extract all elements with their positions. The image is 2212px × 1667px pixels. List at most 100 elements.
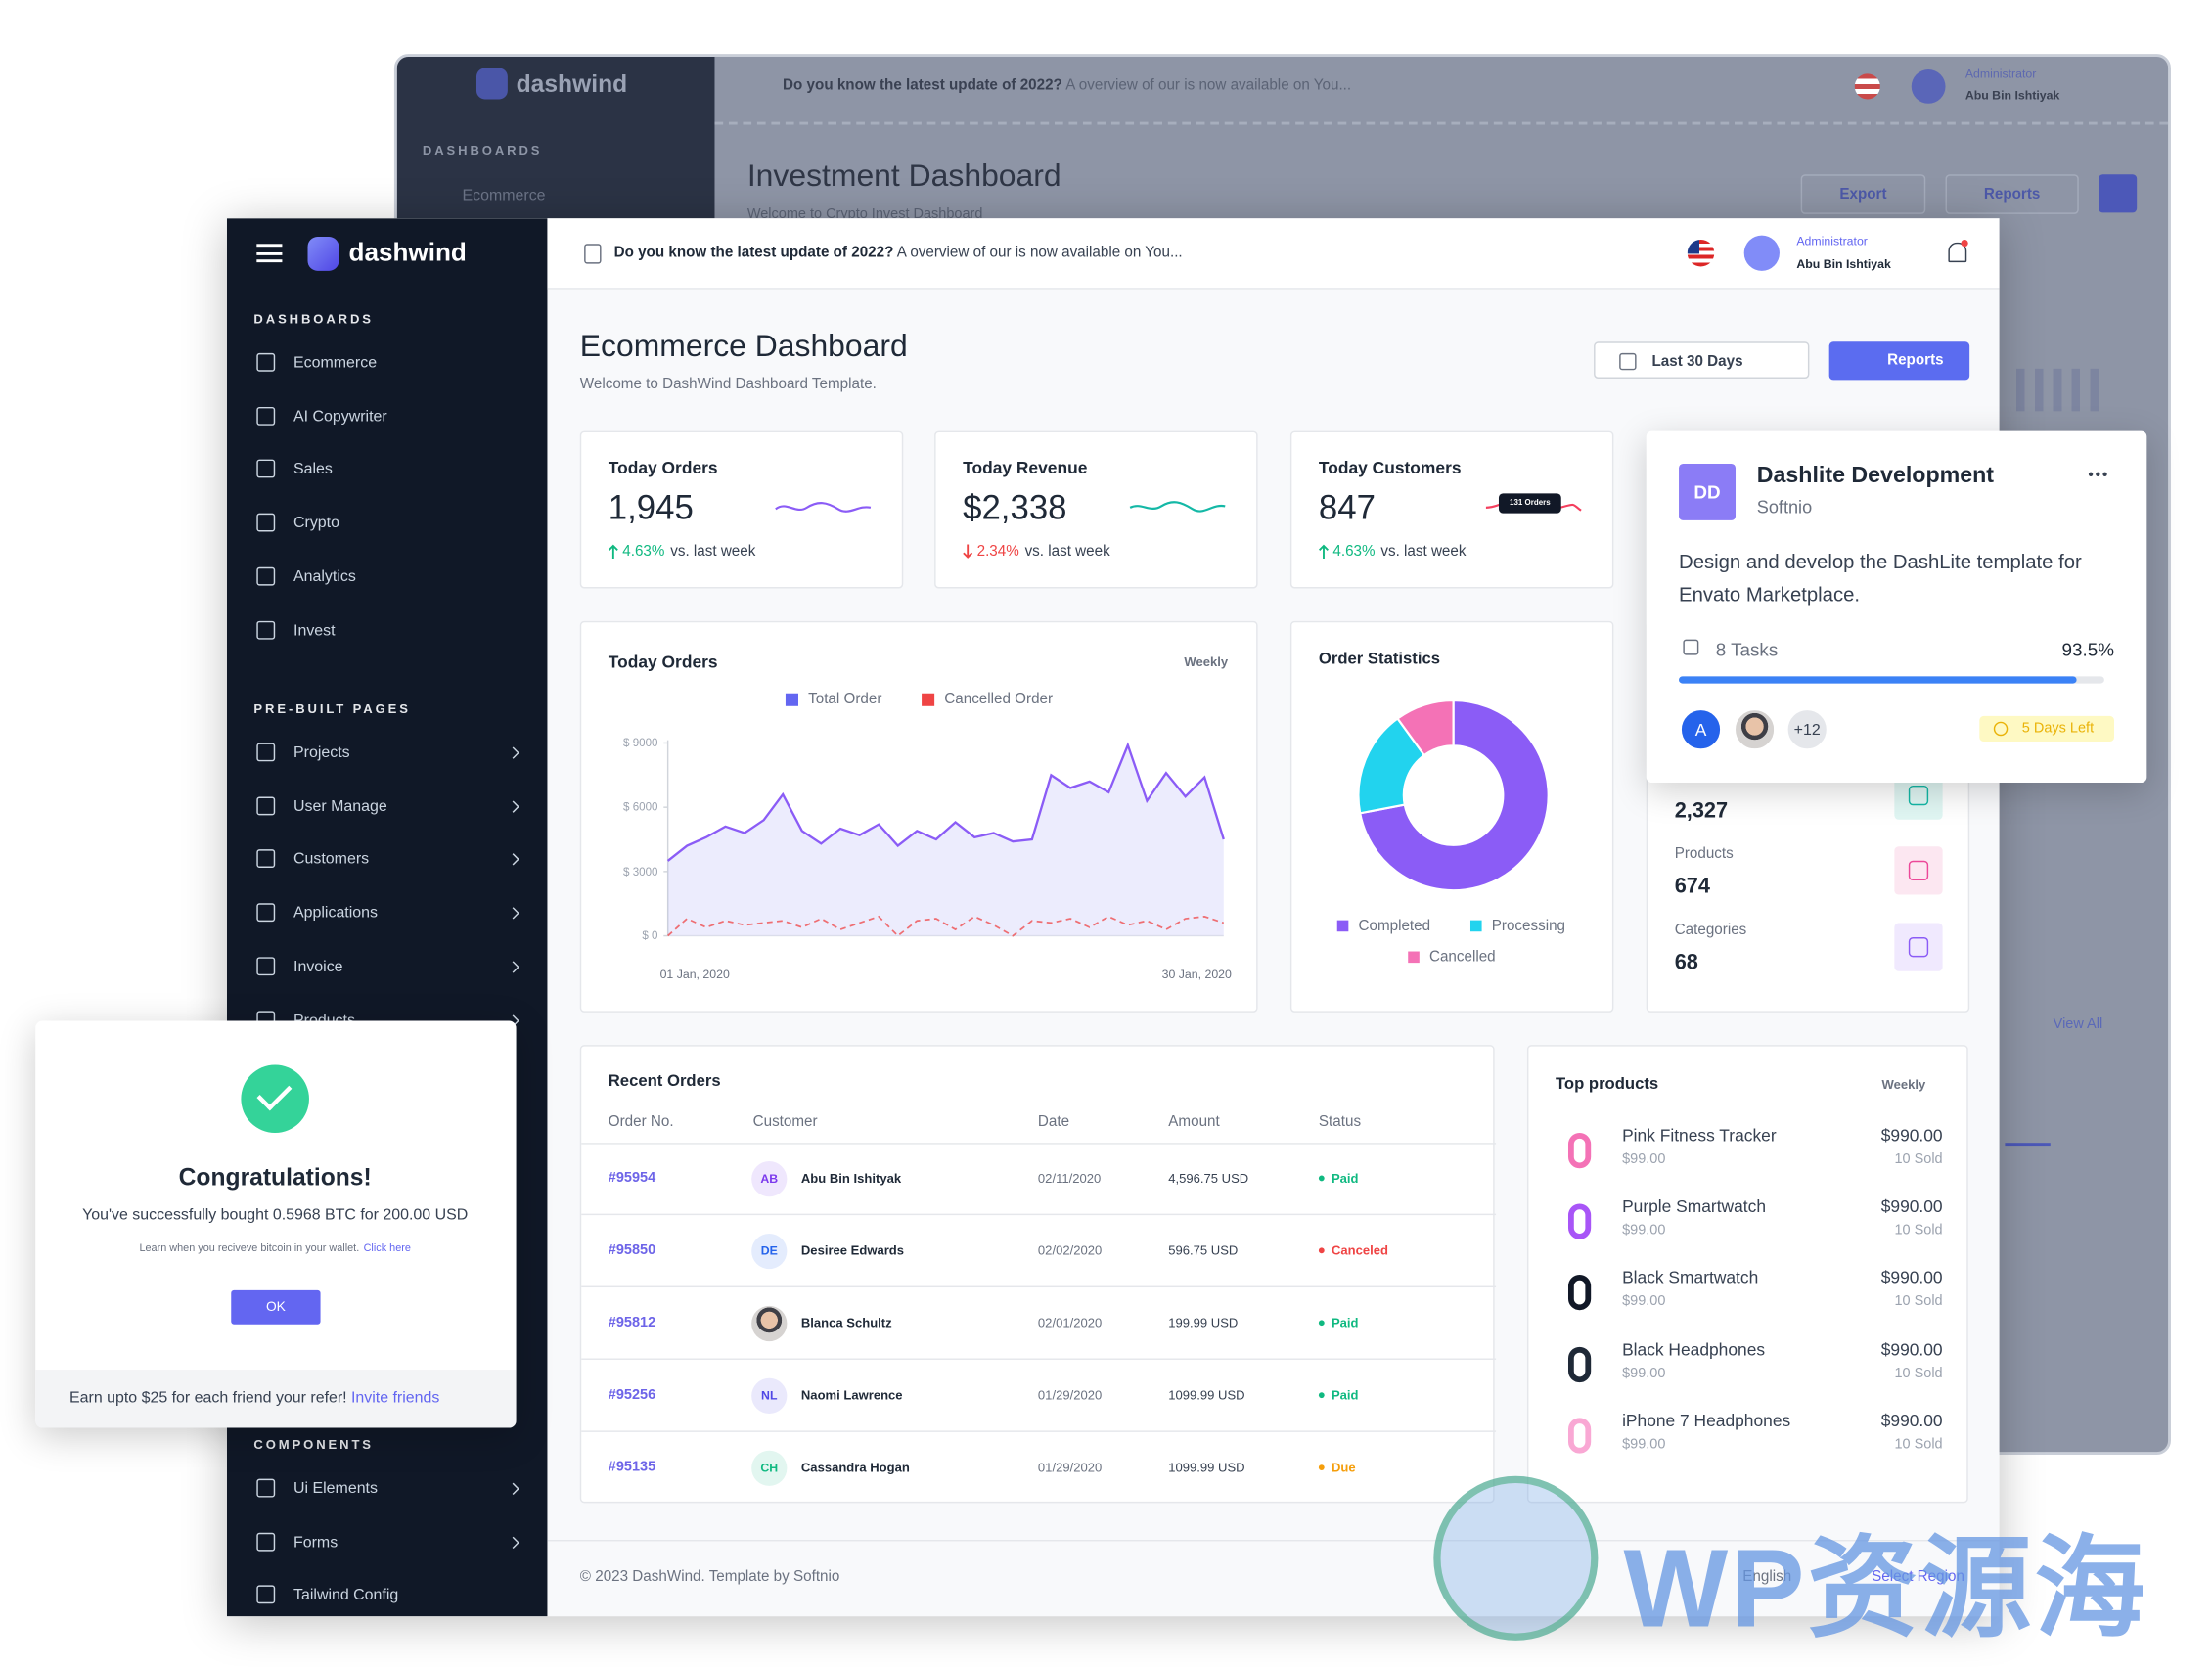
legend-label[interactable]: Cancelled <box>1428 948 1496 967</box>
nav-item[interactable]: Applications <box>293 904 379 923</box>
chart-svg <box>1357 698 1550 892</box>
nav-item[interactable]: Ui Elements <box>293 1480 378 1498</box>
modal-note-link[interactable]: Click here <box>363 1240 411 1254</box>
nav-chevron <box>507 961 519 973</box>
calendar-icon <box>1619 352 1637 371</box>
modal-footer-text: Earn upto $25 for each friend your refer… <box>69 1389 347 1407</box>
project-description: Design and develop the DashLite template… <box>1679 550 2082 606</box>
nav-item[interactable]: Invoice <box>293 958 343 975</box>
menu-bar <box>256 251 283 255</box>
order-status: Due <box>1331 1460 1356 1475</box>
brand-name[interactable]: dashwind <box>348 238 467 267</box>
product-image <box>1567 1418 1592 1454</box>
nav-icon <box>256 849 276 869</box>
customer-avatar <box>751 1377 788 1415</box>
legend-label[interactable]: Completed <box>1358 917 1431 935</box>
ok-button[interactable] <box>231 1289 321 1325</box>
order-number[interactable]: #95812 <box>608 1315 656 1331</box>
ok-label[interactable]: OK <box>265 1299 286 1316</box>
back-rule <box>2005 1143 2051 1147</box>
nav-section-title: DASHBOARDS <box>253 311 374 327</box>
language-flag[interactable] <box>1687 239 1715 267</box>
summary-value: 68 <box>1674 950 1698 975</box>
nav-item[interactable]: Sales <box>293 461 333 479</box>
product-sold: 10 Sold <box>1894 1151 1943 1168</box>
nav-chevron <box>507 746 519 759</box>
back-nav-item[interactable]: Ecommerce <box>462 187 546 204</box>
column-header: Date <box>1037 1112 1070 1131</box>
order-number[interactable]: #95954 <box>608 1170 656 1187</box>
product-price: $99.00 <box>1622 1223 1666 1239</box>
legend-label[interactable]: Processing <box>1491 917 1566 935</box>
nav-item[interactable]: Projects <box>293 743 350 762</box>
column-header: Status <box>1318 1112 1362 1131</box>
stat-change-text: vs. last week <box>1024 543 1110 561</box>
back-reports-button[interactable]: Reports <box>1945 174 2079 214</box>
products-filter[interactable]: Weekly <box>1881 1077 1926 1093</box>
nav-item[interactable]: Crypto <box>293 515 339 532</box>
product-name[interactable]: Black Smartwatch <box>1622 1268 1759 1288</box>
nav-item[interactable]: Analytics <box>293 567 356 586</box>
nav-icon <box>256 406 276 426</box>
product-image <box>1567 1346 1592 1382</box>
product-name[interactable]: Purple Smartwatch <box>1622 1196 1766 1217</box>
chart-filter[interactable]: Weekly <box>1184 654 1229 670</box>
order-amount: 199.99 USD <box>1168 1316 1239 1330</box>
nav-item[interactable]: Forms <box>293 1533 339 1552</box>
back-user-name: Abu Bin Ishtiyak <box>1964 87 2060 103</box>
extra-members-bg <box>1784 707 1829 752</box>
product-sold: 10 Sold <box>1894 1436 1943 1453</box>
y-tick-label: $ 9000 <box>623 736 658 749</box>
back-view-all[interactable]: View All <box>2053 1016 2103 1033</box>
menu-toggle[interactable] <box>256 244 283 263</box>
nav-chevron <box>507 853 519 867</box>
order-number[interactable]: #95850 <box>608 1242 656 1259</box>
nav-item[interactable]: Ecommerce <box>293 354 378 372</box>
order-number[interactable]: #95256 <box>608 1387 656 1404</box>
header-divider <box>581 1143 1497 1145</box>
trend-arrow <box>1318 544 1329 560</box>
back-add-button[interactable] <box>2099 174 2138 213</box>
stat-card: Today Orders 1,945 4.63% vs. last week <box>579 430 904 589</box>
nav-item[interactable]: User Manage <box>293 797 387 815</box>
status-dot <box>1318 1175 1325 1182</box>
project-card: DD Dashlite Development Softnio Design and … <box>1646 430 2147 784</box>
notification-bell[interactable] <box>1948 242 1967 263</box>
footer-language[interactable]: English <box>1742 1567 1792 1586</box>
user-name[interactable]: Abu Bin Ishtiyak <box>1796 256 1891 271</box>
clock-icon <box>1993 721 2009 737</box>
order-date: 02/11/2020 <box>1037 1171 1102 1186</box>
legend-swatch <box>1469 920 1482 932</box>
status-dot <box>1318 1320 1325 1327</box>
legend-label[interactable]: Cancelled Order <box>944 690 1054 708</box>
back-export-button[interactable]: Export <box>1800 174 1926 214</box>
nav-item[interactable]: Customers <box>293 851 370 869</box>
customer-name: Naomi Lawrence <box>800 1387 903 1403</box>
watermark: WP资源海 <box>1623 1525 2148 1651</box>
row-divider <box>581 1213 1497 1216</box>
nav-item[interactable]: AI Copywriter <box>293 407 387 426</box>
row-divider <box>581 1358 1497 1360</box>
nav-item[interactable]: Tailwind Config <box>293 1587 399 1604</box>
back-notice-text: A overview of our is now available on Yo… <box>1065 76 1352 94</box>
sparkline-path <box>1129 501 1226 513</box>
reports-button[interactable]: Reports <box>1828 341 1970 381</box>
order-number[interactable]: #95135 <box>608 1460 656 1476</box>
product-name[interactable]: Black Headphones <box>1622 1339 1766 1360</box>
product-total: $990.00 <box>1880 1268 1943 1288</box>
nav-icon <box>256 460 276 479</box>
menu-dot <box>2088 472 2094 476</box>
order-amount: 1099.99 USD <box>1168 1460 1245 1475</box>
notice[interactable]: Do you know the latest update of 2022? A… <box>614 244 1183 260</box>
modal-footer-link[interactable]: Invite friends <box>350 1389 440 1407</box>
product-name[interactable]: Pink Fitness Tracker <box>1622 1125 1777 1147</box>
project-title[interactable]: Dashlite Development <box>1756 463 1995 488</box>
modal-title: Congratulations! <box>178 1163 372 1192</box>
product-name[interactable]: iPhone 7 Headphones <box>1622 1410 1791 1431</box>
nav-item[interactable]: Invest <box>293 621 336 639</box>
footer-region[interactable]: Select Region <box>1872 1567 1964 1586</box>
summary-label: Categories <box>1674 922 1747 939</box>
legend-label[interactable]: Total Order <box>808 690 882 708</box>
date-range-button[interactable]: Last 30 Days <box>1594 341 1810 379</box>
user-avatar[interactable] <box>1743 235 1780 271</box>
